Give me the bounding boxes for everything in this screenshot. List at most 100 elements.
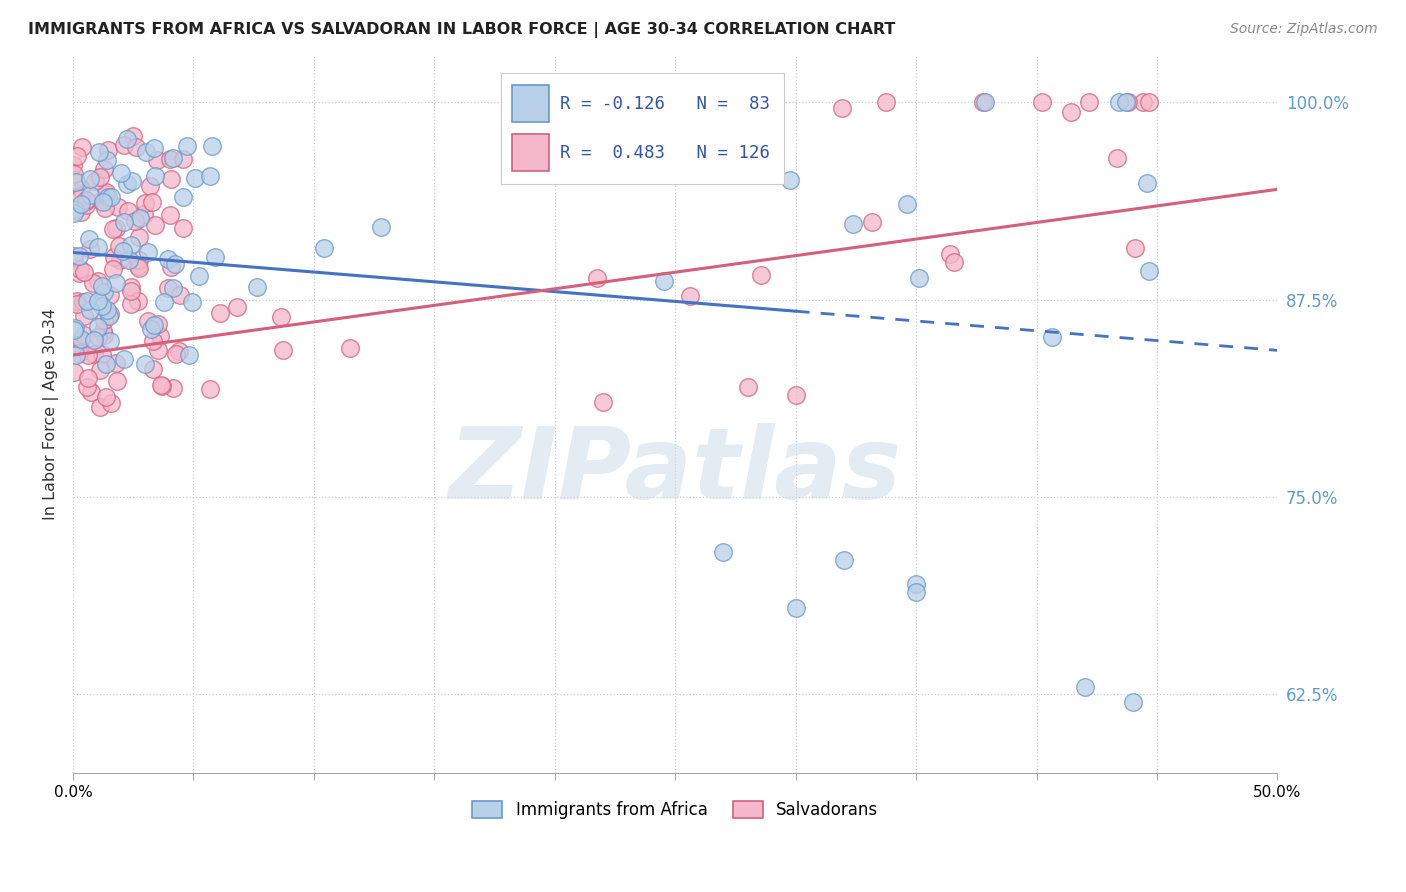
Point (1122, 695, 1144, 709)
Point (86, 294, 108, 309)
Point (271, 343, 294, 358)
Point (162, 281, 184, 295)
Point (127, 259, 149, 273)
Point (121, 173, 143, 187)
Point (160, 260, 183, 274)
Point (162, 151, 184, 165)
Point (101, 261, 124, 276)
Point (943, 255, 966, 269)
Point (149, 328, 172, 343)
Point (115, 177, 138, 191)
Point (245, 279, 267, 293)
Point (125, 140, 148, 154)
Point (134, 357, 156, 371)
Point (98, 334, 121, 348)
Point (93, 285, 115, 300)
Point (159, 152, 181, 166)
Point (93, 162, 115, 177)
Point (65, 173, 87, 187)
Point (69, 191, 91, 205)
Point (83, 347, 105, 361)
Point (105, 221, 128, 235)
Point (908, 270, 931, 285)
Point (143, 218, 166, 232)
Point (97, 143, 120, 157)
Point (142, 361, 165, 376)
Point (1123, 241, 1146, 255)
Point (201, 139, 224, 153)
Point (226, 300, 249, 314)
Point (136, 314, 159, 328)
Point (93, 327, 115, 342)
Point (76, 294, 98, 309)
Point (121, 128, 143, 143)
Point (166, 347, 188, 361)
Point (141, 194, 163, 209)
Point (105, 277, 128, 291)
Point (785, 600, 807, 615)
Point (90, 194, 112, 209)
Point (112, 244, 135, 258)
Point (208, 306, 231, 320)
Point (96, 185, 118, 199)
Point (63, 323, 86, 337)
Point (79, 242, 101, 256)
Point (370, 219, 392, 234)
Point (172, 220, 194, 235)
Legend: Immigrants from Africa, Salvadorans: Immigrants from Africa, Salvadorans (465, 795, 884, 826)
Point (96, 390, 118, 404)
Point (148, 343, 170, 357)
Point (105, 374, 128, 388)
Point (107, 200, 129, 214)
Point (160, 172, 183, 186)
Point (96, 153, 118, 168)
Point (1042, 330, 1064, 344)
Point (679, 289, 702, 303)
Point (83, 333, 105, 347)
Point (1031, 95, 1053, 110)
Point (150, 379, 173, 393)
Point (128, 260, 150, 275)
Point (143, 169, 166, 183)
Point (120, 296, 142, 310)
Point (172, 190, 194, 204)
Point (98, 288, 121, 302)
Point (270, 310, 292, 324)
Point (70, 140, 93, 154)
Point (172, 153, 194, 167)
Point (972, 95, 994, 110)
Point (143, 318, 166, 333)
Point (127, 294, 149, 309)
Point (91, 194, 114, 209)
Point (117, 203, 139, 218)
Point (135, 145, 157, 159)
Point (973, 95, 995, 110)
Point (146, 318, 169, 332)
Point (90, 347, 112, 361)
Point (63, 321, 86, 335)
Point (939, 247, 962, 261)
Point (87, 319, 110, 334)
Point (112, 137, 135, 152)
Point (105, 356, 128, 370)
Point (70, 332, 93, 346)
Point (98, 310, 121, 324)
Point (187, 268, 209, 283)
Point (198, 382, 221, 396)
Point (713, 545, 735, 559)
Point (69, 333, 91, 347)
Point (779, 173, 801, 187)
Point (110, 166, 132, 180)
Point (115, 132, 138, 146)
Point (586, 271, 609, 285)
Point (75, 194, 97, 208)
Point (63, 206, 86, 220)
Point (1107, 152, 1129, 166)
Point (142, 141, 165, 155)
Point (339, 341, 361, 355)
Point (70, 182, 93, 196)
Point (86, 274, 108, 288)
Point (65, 348, 87, 362)
Point (142, 334, 165, 349)
Point (96, 186, 118, 201)
